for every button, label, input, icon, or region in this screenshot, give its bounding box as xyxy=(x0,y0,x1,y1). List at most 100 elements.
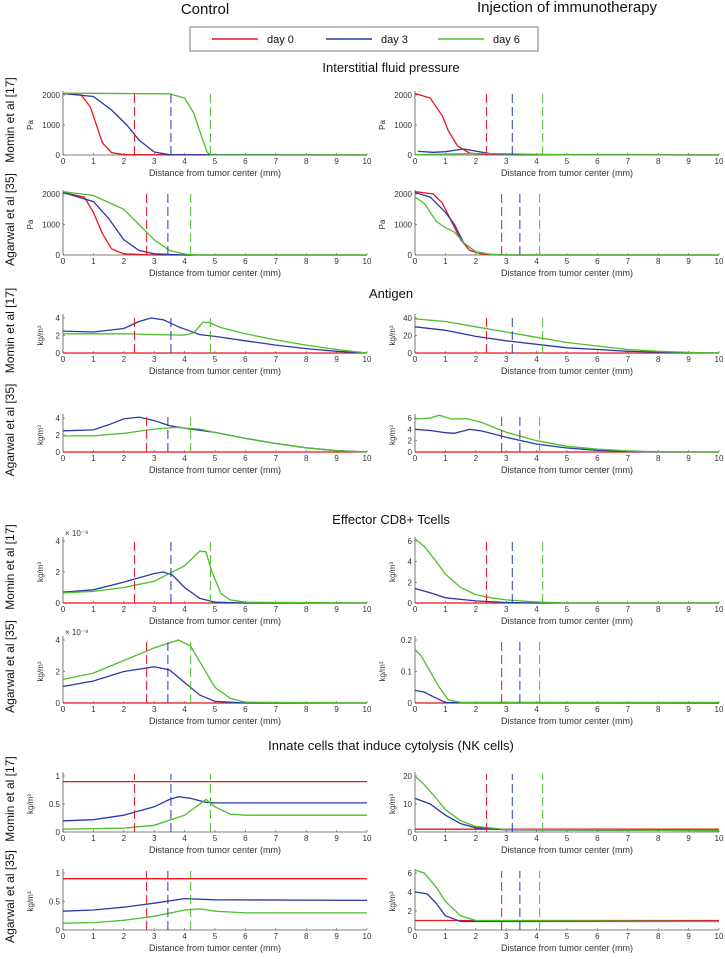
x-tick-label: 3 xyxy=(504,605,509,614)
series-line-day-6 xyxy=(414,869,720,923)
x-tick-label: 0 xyxy=(413,932,418,941)
row-label: Momin et al [17] xyxy=(3,524,17,609)
x-tick-label: 10 xyxy=(363,834,372,843)
x-tick-label: 9 xyxy=(334,705,339,714)
x-tick-label: 1 xyxy=(91,257,96,266)
x-axis-label: Distance from tumor center (mm) xyxy=(149,943,281,953)
section-title: Innate cells that induce cytolysis (NK c… xyxy=(268,738,514,753)
x-tick-label: 4 xyxy=(534,355,539,364)
x-tick-label: 1 xyxy=(91,454,96,463)
y-tick-label: 6 xyxy=(408,537,413,546)
x-tick-label: 5 xyxy=(213,834,218,843)
x-tick-label: 4 xyxy=(182,932,187,941)
x-tick-label: 9 xyxy=(334,834,339,843)
x-tick-label: 4 xyxy=(182,705,187,714)
x-tick-label: 10 xyxy=(715,157,724,166)
x-axis-label: Distance from tumor center (mm) xyxy=(149,716,281,726)
x-tick-label: 3 xyxy=(504,705,509,714)
x-tick-label: 10 xyxy=(363,605,372,614)
x-tick-label: 2 xyxy=(122,257,127,266)
x-tick-label: 7 xyxy=(626,605,631,614)
panel: 0 1 2 3 4 5 6 7 8 9 10 0 10 20 Distance from tumor cen… xyxy=(388,772,724,855)
y-tick-label: 0.2 xyxy=(401,636,413,645)
y-tick-label: 0 xyxy=(408,349,413,358)
x-tick-label: 4 xyxy=(182,605,187,614)
y-tick-label: 2 xyxy=(56,332,61,341)
series-line-day-6 xyxy=(62,550,368,604)
series-line-day-6 xyxy=(62,639,368,704)
x-tick-label: 10 xyxy=(715,257,724,266)
x-tick-label: 10 xyxy=(363,355,372,364)
x-tick-label: 0 xyxy=(61,257,66,266)
series-line-day-6 xyxy=(62,798,367,830)
x-axis-label: Distance from tumor center (mm) xyxy=(149,366,281,376)
row-label: Momin et al [17] xyxy=(3,756,17,841)
x-tick-label: 0 xyxy=(61,157,66,166)
x-tick-label: 8 xyxy=(656,454,661,463)
y-tick-label: 0 xyxy=(408,828,413,837)
x-tick-label: 5 xyxy=(565,157,570,166)
y-axis-label: Pa xyxy=(26,219,35,229)
x-tick-label: 7 xyxy=(626,705,631,714)
x-tick-label: 8 xyxy=(656,834,661,843)
x-tick-label: 9 xyxy=(334,257,339,266)
x-tick-label: 3 xyxy=(504,834,509,843)
x-tick-label: 6 xyxy=(243,605,248,614)
x-tick-label: 7 xyxy=(626,834,631,843)
y-tick-label: 0 xyxy=(408,599,413,608)
x-tick-label: 0 xyxy=(413,834,418,843)
y-tick-label: 0 xyxy=(408,926,413,935)
y-axis-label: kg/m³ xyxy=(388,891,397,911)
x-tick-label: 10 xyxy=(363,454,372,463)
y-tick-label: 0.1 xyxy=(401,668,413,677)
x-tick-label: 5 xyxy=(565,605,570,614)
x-tick-label: 6 xyxy=(595,834,600,843)
x-tick-label: 9 xyxy=(686,355,691,364)
x-tick-label: 10 xyxy=(715,454,724,463)
y-tick-label: 6 xyxy=(408,414,413,423)
y-axis-label: kg/m³ xyxy=(26,794,35,814)
y-tick-label: 1000 xyxy=(42,221,60,230)
x-tick-label: 9 xyxy=(686,454,691,463)
x-tick-label: 2 xyxy=(474,157,479,166)
x-tick-label: 4 xyxy=(534,932,539,941)
x-tick-label: 7 xyxy=(274,932,279,941)
x-tick-label: 10 xyxy=(363,705,372,714)
x-tick-label: 7 xyxy=(274,257,279,266)
x-tick-label: 4 xyxy=(182,157,187,166)
y-axis-label: kg/m³ xyxy=(388,794,397,814)
x-tick-label: 0 xyxy=(413,705,418,714)
immunotherapy-column-title: Injection of immunotherapy xyxy=(477,0,658,16)
x-tick-label: 8 xyxy=(304,705,309,714)
y-tick-label: 0 xyxy=(56,828,61,837)
x-tick-label: 8 xyxy=(656,157,661,166)
x-tick-label: 1 xyxy=(91,834,96,843)
panel: 0 1 2 3 4 5 6 7 8 9 10 0 0.5 1 Distance from tumor cen… xyxy=(26,772,372,855)
row-label: Agarwal et al [35] xyxy=(3,384,17,477)
y-tick-label: 2 xyxy=(408,437,413,446)
x-tick-label: 10 xyxy=(715,355,724,364)
y-axis-label: kg/m³ xyxy=(378,661,387,681)
x-tick-label: 1 xyxy=(443,834,448,843)
x-tick-label: 9 xyxy=(334,157,339,166)
x-axis-label: Distance from tumor center (mm) xyxy=(501,716,633,726)
x-tick-label: 2 xyxy=(122,454,127,463)
x-axis-label: Distance from tumor center (mm) xyxy=(501,616,633,626)
y-axis-label: kg/m³ xyxy=(36,562,45,582)
x-tick-label: 1 xyxy=(443,705,448,714)
x-tick-label: 4 xyxy=(182,454,187,463)
x-tick-label: 9 xyxy=(686,834,691,843)
series-line-day-3 xyxy=(62,571,367,604)
x-tick-label: 1 xyxy=(91,157,96,166)
x-tick-label: 4 xyxy=(182,257,187,266)
x-tick-label: 10 xyxy=(715,932,724,941)
series-line-day-3 xyxy=(414,587,719,604)
x-tick-label: 5 xyxy=(565,257,570,266)
x-tick-label: 10 xyxy=(715,705,724,714)
row-label: Agarwal et al [35] xyxy=(3,173,17,266)
x-tick-label: 3 xyxy=(152,834,157,843)
x-tick-label: 0 xyxy=(413,454,418,463)
y-tick-label: 10 xyxy=(403,800,412,809)
y-tick-label: 2 xyxy=(56,568,61,577)
